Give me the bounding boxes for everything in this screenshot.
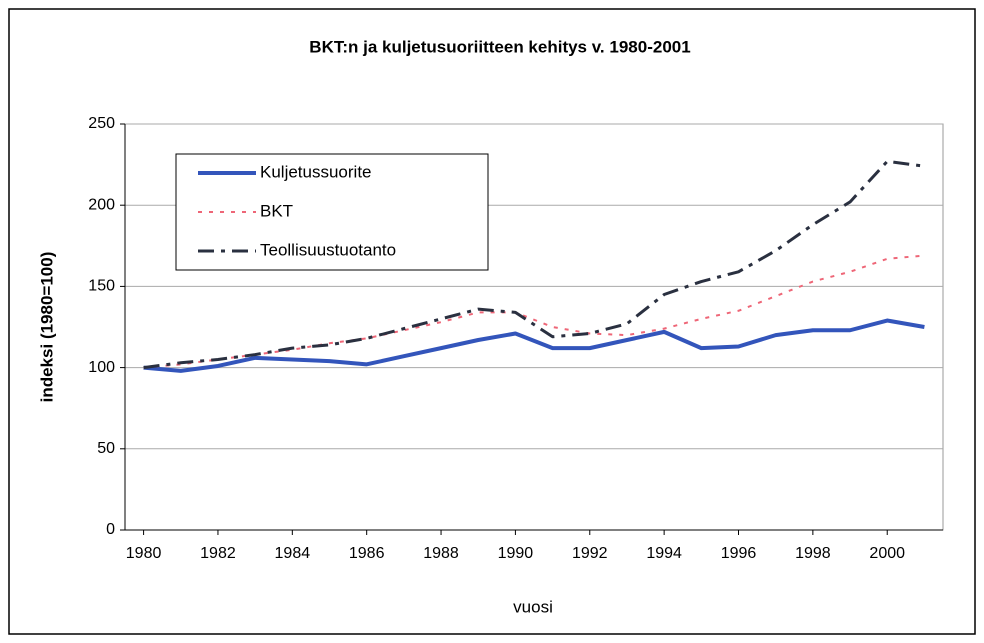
legend-label: Teollisuustuotanto bbox=[260, 240, 396, 259]
x-tick-label: 1996 bbox=[721, 545, 757, 562]
chart-title: BKT:n ja kuljetusuoriitteen kehitys v. 1… bbox=[309, 37, 690, 56]
y-tick-label: 0 bbox=[106, 521, 115, 538]
x-tick-label: 1992 bbox=[572, 545, 608, 562]
x-tick-label: 1994 bbox=[646, 545, 682, 562]
x-tick-label: 1998 bbox=[795, 545, 831, 562]
data-line bbox=[143, 159, 925, 370]
y-tick-label: 50 bbox=[97, 440, 115, 457]
x-tick-label: 2000 bbox=[869, 545, 905, 562]
y-tick-label: 250 bbox=[88, 115, 115, 132]
x-tick-label: 1988 bbox=[423, 545, 459, 562]
y-tick-label: 100 bbox=[88, 359, 115, 376]
y-axis-label: indeksi (1980=100) bbox=[37, 252, 56, 403]
x-tick-label: 1990 bbox=[498, 545, 534, 562]
x-axis-label: vuosi bbox=[513, 597, 553, 616]
y-tick-label: 150 bbox=[88, 278, 115, 295]
data-line bbox=[143, 254, 925, 369]
x-tick-label: 1982 bbox=[200, 545, 236, 562]
data-line bbox=[143, 318, 925, 373]
x-tick-label: 1980 bbox=[126, 545, 162, 562]
legend-label: Kuljetussuorite bbox=[260, 162, 372, 181]
y-tick-label: 200 bbox=[88, 196, 115, 213]
x-tick-label: 1986 bbox=[349, 545, 385, 562]
x-tick-label: 1984 bbox=[275, 545, 311, 562]
legend-label: BKT bbox=[260, 201, 293, 220]
legend bbox=[175, 153, 489, 271]
